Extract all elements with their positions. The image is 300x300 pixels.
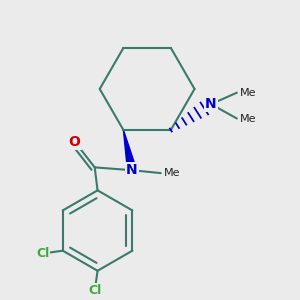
Text: N: N	[126, 163, 138, 177]
Text: O: O	[69, 134, 80, 148]
Text: N: N	[205, 97, 217, 111]
Polygon shape	[123, 130, 136, 171]
Text: Cl: Cl	[88, 284, 101, 297]
Text: Me: Me	[164, 168, 181, 178]
Text: Cl: Cl	[36, 247, 49, 260]
Text: Me: Me	[240, 113, 256, 124]
Text: Me: Me	[240, 88, 256, 98]
